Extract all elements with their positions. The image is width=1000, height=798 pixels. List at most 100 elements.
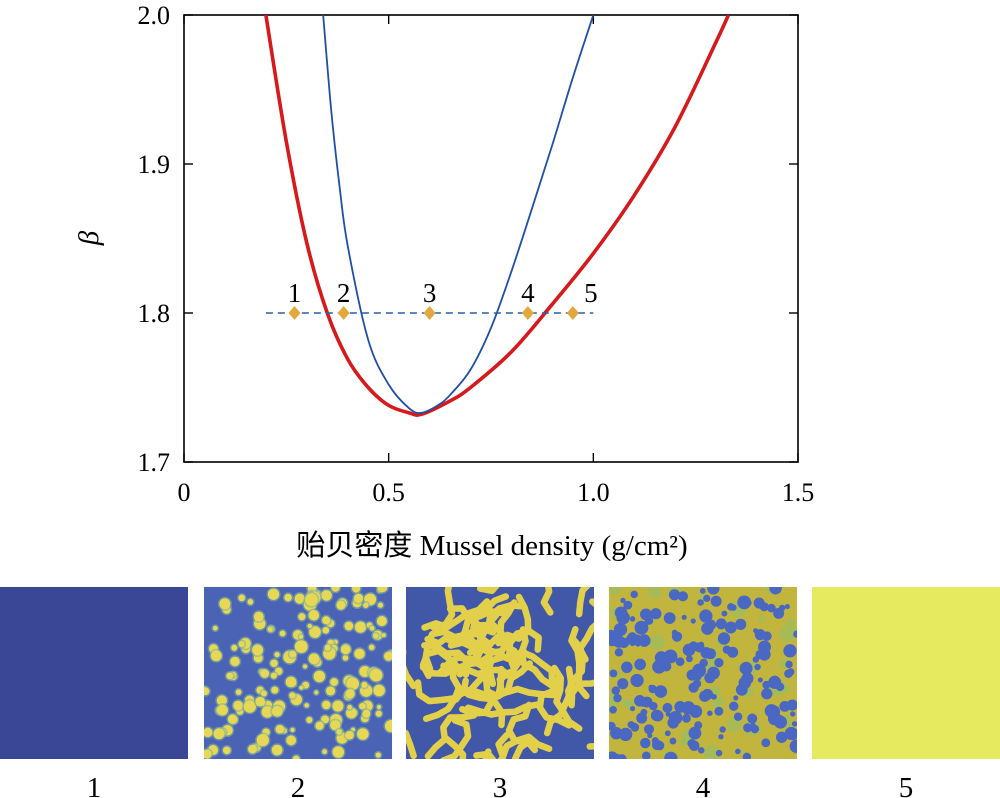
gap-spot — [704, 672, 716, 684]
gap-spot — [793, 630, 797, 638]
gap-spot — [662, 702, 673, 713]
panel-texture — [204, 587, 392, 759]
pattern-panel-5: 5 — [812, 587, 1000, 798]
spot — [212, 625, 218, 631]
gap-spot — [630, 590, 638, 599]
labyrinth-band — [568, 679, 594, 709]
spot — [376, 704, 382, 710]
gap-spot — [742, 752, 752, 759]
gap-spot — [766, 706, 773, 714]
gap-spot — [681, 703, 688, 710]
gap-spot — [758, 648, 771, 661]
gap-spot — [669, 737, 677, 745]
spot — [384, 719, 392, 733]
spot — [261, 706, 273, 718]
spot — [345, 730, 354, 740]
gap-spot — [685, 655, 693, 663]
spot — [354, 648, 365, 660]
spot — [347, 704, 352, 710]
spot — [340, 644, 351, 655]
spot — [346, 677, 359, 690]
spot — [322, 616, 331, 625]
gap-spot — [733, 712, 743, 722]
gap-spot — [705, 619, 717, 631]
gap-spot — [739, 661, 753, 675]
gap-spot — [754, 663, 761, 671]
gap-spot — [791, 721, 797, 727]
gap-spot — [757, 677, 763, 683]
gap-spot — [609, 669, 618, 678]
gap-spot — [688, 670, 698, 681]
gap-spot — [609, 629, 617, 642]
labyrinth-band — [512, 737, 534, 759]
pattern-panel-1: 1 — [0, 587, 188, 798]
gap-spot — [630, 723, 640, 732]
gap-spot — [616, 754, 627, 759]
gap-spot — [769, 587, 782, 595]
x-tick-label: 1.0 — [577, 478, 610, 507]
spot — [325, 686, 336, 696]
spot — [375, 710, 382, 717]
spot — [336, 729, 342, 735]
spot — [247, 598, 254, 605]
gap-spot — [746, 600, 752, 606]
y-tick-label: 1.7 — [138, 448, 171, 477]
spot — [381, 633, 386, 638]
spot — [372, 633, 379, 639]
spot — [322, 700, 331, 710]
gap-spot — [707, 587, 720, 595]
red-boundary-curve — [264, 15, 731, 417]
texture-blob — [621, 699, 629, 706]
spot — [307, 623, 312, 629]
gap-spot — [694, 721, 703, 730]
x-axis-title: 贻贝密度 Mussel density (g/cm²) — [296, 529, 687, 562]
spot — [267, 588, 280, 600]
texture-blob — [711, 698, 722, 709]
spot — [230, 656, 240, 667]
spot — [322, 626, 330, 634]
spot — [315, 721, 324, 730]
labyrinth-band — [482, 660, 534, 700]
gap-spot — [635, 641, 641, 647]
spot — [271, 686, 279, 694]
spot — [279, 630, 286, 637]
panel-label-3: 3 — [493, 772, 508, 798]
spot — [270, 672, 277, 679]
labyrinth-band — [540, 587, 554, 616]
gap-spot — [675, 657, 685, 667]
spot — [375, 752, 381, 758]
texture-blob — [726, 717, 741, 733]
gap-spot — [735, 748, 741, 755]
gap-spot — [614, 606, 628, 620]
gap-spot — [681, 614, 687, 620]
panel-texture — [609, 587, 797, 759]
spot — [308, 653, 320, 665]
labyrinth-band — [406, 729, 417, 759]
labyrinth-band — [462, 602, 527, 639]
spot — [342, 655, 349, 661]
pattern-panel-3: 3 — [406, 587, 594, 798]
spot — [331, 587, 340, 592]
gap-spot — [747, 713, 758, 724]
gap-spot — [724, 621, 737, 634]
gap-spot — [644, 616, 654, 625]
gap-spot — [703, 594, 711, 603]
gap-spot — [717, 632, 731, 645]
y-tick-label: 1.9 — [138, 150, 171, 179]
labyrinth-band — [495, 593, 532, 647]
x-tick-label: 0 — [178, 478, 191, 507]
gap-spot — [784, 604, 790, 610]
gap-spot — [634, 658, 646, 671]
gap-spot — [663, 652, 671, 659]
gap-spot — [652, 659, 666, 674]
spot — [219, 598, 231, 610]
labyrinth-band — [518, 626, 556, 690]
y-tick-label: 2.0 — [138, 1, 171, 30]
spot — [286, 735, 297, 746]
texture-blob — [649, 635, 666, 651]
gap-spot — [710, 693, 717, 700]
spot — [336, 600, 346, 610]
gap-spot — [699, 588, 706, 594]
spot — [369, 668, 383, 682]
